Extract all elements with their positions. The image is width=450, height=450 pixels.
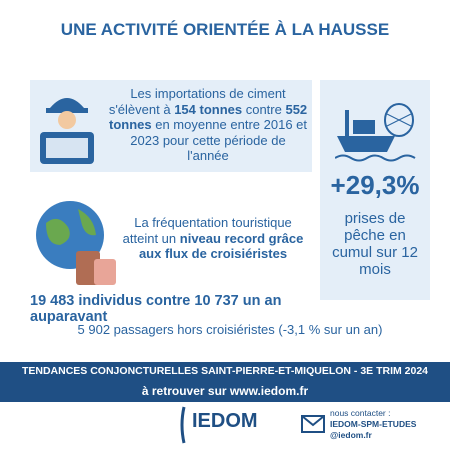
fishing-boat-icon	[335, 103, 416, 162]
mail-icon	[301, 415, 325, 433]
bold-segment: niveau record grâce aux flux de croisiér…	[138, 230, 304, 262]
footer-band	[0, 362, 450, 402]
bold-segment: 552 tonnes	[108, 101, 308, 133]
text-segment: contre	[242, 101, 286, 117]
band-text: TENDANCES CONJONCTURELLES SAINT-PIERRE-E…	[21, 365, 429, 377]
passengers-stat: 5 902 passagers hors croisiéristes (-3,1…	[77, 322, 383, 337]
fishing-figure: +29,3%	[330, 170, 420, 200]
worker-icon	[40, 98, 94, 164]
contact-label: nous contacter :	[330, 408, 391, 418]
text-segment: La fréquentation touristique atteint un	[122, 215, 292, 246]
fishing-panel	[320, 80, 430, 300]
logo-mark	[180, 406, 186, 444]
fishing-caption: prises de pêche en cumul sur 12 mois	[332, 210, 418, 278]
cruise-stat: 19 483 individus contre 10 737 un an aup…	[30, 293, 282, 325]
bold-segment: 154 tonnes	[174, 101, 243, 117]
logo: IEDOM	[192, 410, 258, 432]
travel-icon	[36, 201, 116, 285]
cement-text: Les importations de ciment s'élèvent à 1…	[108, 86, 308, 164]
tourism-text: La fréquentation touristique atteint un …	[118, 215, 308, 262]
title: UNE ACTIVITÉ ORIENTÉE À LA HAUSSE	[60, 20, 390, 39]
text-segment: en moyenne entre 2016 et 2023 pour cette…	[130, 117, 307, 163]
text-segment: Les importations de ciment s'élèvent à	[108, 86, 286, 117]
contact-email[interactable]: IEDOM-SPM-ETUDES@iedom.fr	[330, 419, 417, 440]
website-link[interactable]: à retrouver sur www.iedom.fr	[141, 384, 309, 398]
